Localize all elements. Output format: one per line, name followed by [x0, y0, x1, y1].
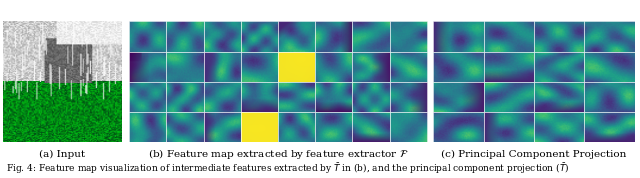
Text: Fig. 4: Feature map visualization of intermediate features extracted by $\bar{T}: Fig. 4: Feature map visualization of int…: [6, 161, 570, 176]
Text: (c) Principal Component Projection: (c) Principal Component Projection: [442, 149, 627, 159]
Text: (b) Feature map extracted by feature extractor $\mathcal{F}$: (b) Feature map extracted by feature ext…: [148, 147, 408, 161]
Text: (a) Input: (a) Input: [39, 149, 86, 159]
